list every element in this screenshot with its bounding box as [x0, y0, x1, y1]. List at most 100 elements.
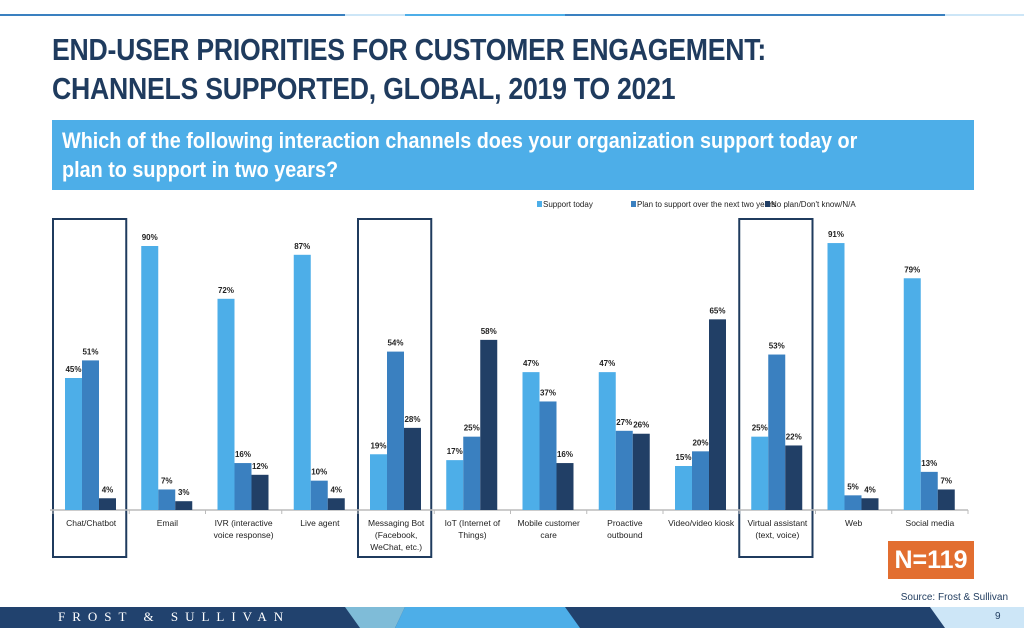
data-label: 3%	[178, 488, 190, 497]
data-label: 28%	[404, 415, 420, 424]
data-label: 47%	[599, 359, 615, 368]
category-label: Proactive	[607, 518, 643, 528]
bar	[615, 430, 633, 510]
bar-chart: Support today Plan to support over the ne…	[50, 200, 969, 558]
bar	[65, 378, 82, 510]
legend-swatch	[631, 201, 636, 207]
data-label: 4%	[864, 485, 876, 494]
category-label: Social media	[906, 518, 955, 528]
data-label: 37%	[540, 388, 556, 397]
bar	[387, 351, 404, 510]
data-label: 7%	[161, 476, 173, 485]
bar	[522, 372, 540, 510]
category-label: IoT (Internet of	[445, 518, 501, 528]
legend-label: Plan to support over the next two years	[637, 200, 776, 209]
bar	[251, 474, 269, 510]
bar	[404, 427, 421, 510]
bar	[632, 433, 650, 510]
data-label: 13%	[921, 459, 937, 468]
data-label: 53%	[769, 342, 785, 351]
category-label: (text, voice)	[755, 530, 799, 540]
data-label: 87%	[294, 242, 310, 251]
data-label: 58%	[481, 327, 497, 336]
data-label: 47%	[523, 359, 539, 368]
legend-swatch	[765, 201, 770, 207]
category-label: (Facebook,	[375, 530, 418, 540]
data-label: 45%	[65, 365, 81, 374]
data-label: 25%	[464, 424, 480, 433]
bar	[751, 436, 769, 510]
category-label: Live agent	[300, 518, 340, 528]
title-line: CHANNELS SUPPORTED, GLOBAL, 2019 TO 2021	[52, 71, 676, 106]
bar	[310, 480, 328, 510]
top-rule	[945, 14, 1024, 16]
bar	[327, 498, 345, 510]
bar	[768, 354, 786, 510]
highlight-box	[52, 218, 128, 558]
data-label: 16%	[235, 450, 251, 459]
title-line: END-USER PRIORITIES FOR CUSTOMER ENGAGEM…	[52, 32, 766, 67]
bar	[675, 466, 692, 510]
data-label: 15%	[675, 453, 691, 462]
category-label: Web	[845, 518, 863, 528]
data-label: 22%	[786, 432, 802, 441]
bar	[480, 339, 498, 510]
data-label: 4%	[330, 485, 342, 494]
category-label: Things)	[458, 530, 487, 540]
bar	[861, 498, 879, 510]
bar	[903, 278, 921, 510]
bar	[217, 298, 235, 510]
frost-sullivan-logo: FROST & SULLIVAN	[58, 609, 291, 624]
data-label: 4%	[102, 485, 114, 494]
category-label: Virtual assistant	[747, 518, 807, 528]
data-label: 54%	[387, 339, 403, 348]
bar	[920, 471, 938, 510]
data-label: 51%	[82, 347, 98, 356]
footer-band	[0, 607, 1024, 628]
bar	[827, 243, 845, 511]
bar	[692, 451, 709, 510]
data-label: 12%	[252, 462, 268, 471]
bar	[158, 489, 176, 510]
data-label: 5%	[847, 482, 859, 491]
data-label: 72%	[218, 286, 234, 295]
bar	[370, 454, 387, 510]
data-label: 79%	[904, 265, 920, 274]
top-rule	[405, 14, 565, 16]
bar	[785, 445, 803, 510]
data-label: 27%	[616, 418, 632, 427]
data-label: 91%	[828, 230, 844, 239]
legend-label: No plan/Don't know/N/A	[771, 200, 856, 209]
data-label: 65%	[709, 306, 725, 315]
category-label: voice response)	[214, 530, 274, 540]
data-label: 90%	[142, 233, 158, 242]
category-label: WeChat, etc.)	[370, 542, 422, 552]
category-label: Email	[157, 518, 178, 528]
bar	[598, 372, 616, 510]
bar	[463, 436, 481, 510]
bar	[446, 460, 464, 510]
top-rule	[565, 14, 945, 16]
data-label: 19%	[370, 441, 386, 450]
bar	[99, 498, 116, 510]
top-rule	[345, 14, 405, 16]
question-line: plan to support in two years?	[62, 157, 339, 182]
category-label: Messaging Bot	[368, 518, 425, 528]
bar	[141, 246, 159, 510]
bar	[234, 463, 252, 510]
data-label: 26%	[633, 421, 649, 430]
sample-size-badge: N=119	[888, 541, 974, 579]
legend-label: Support today	[543, 200, 593, 209]
category-label: care	[540, 530, 557, 540]
bar	[709, 319, 726, 510]
bar	[937, 489, 955, 510]
category-label: Video/video kiosk	[668, 518, 735, 528]
data-label: 25%	[752, 424, 768, 433]
highlight-box	[738, 218, 814, 558]
bar	[539, 401, 557, 510]
top-rule	[0, 14, 345, 16]
data-label: 7%	[940, 476, 952, 485]
legend-swatch	[537, 201, 542, 207]
category-label: Chat/Chatbot	[66, 518, 117, 528]
category-label: IVR (interactive	[215, 518, 273, 528]
